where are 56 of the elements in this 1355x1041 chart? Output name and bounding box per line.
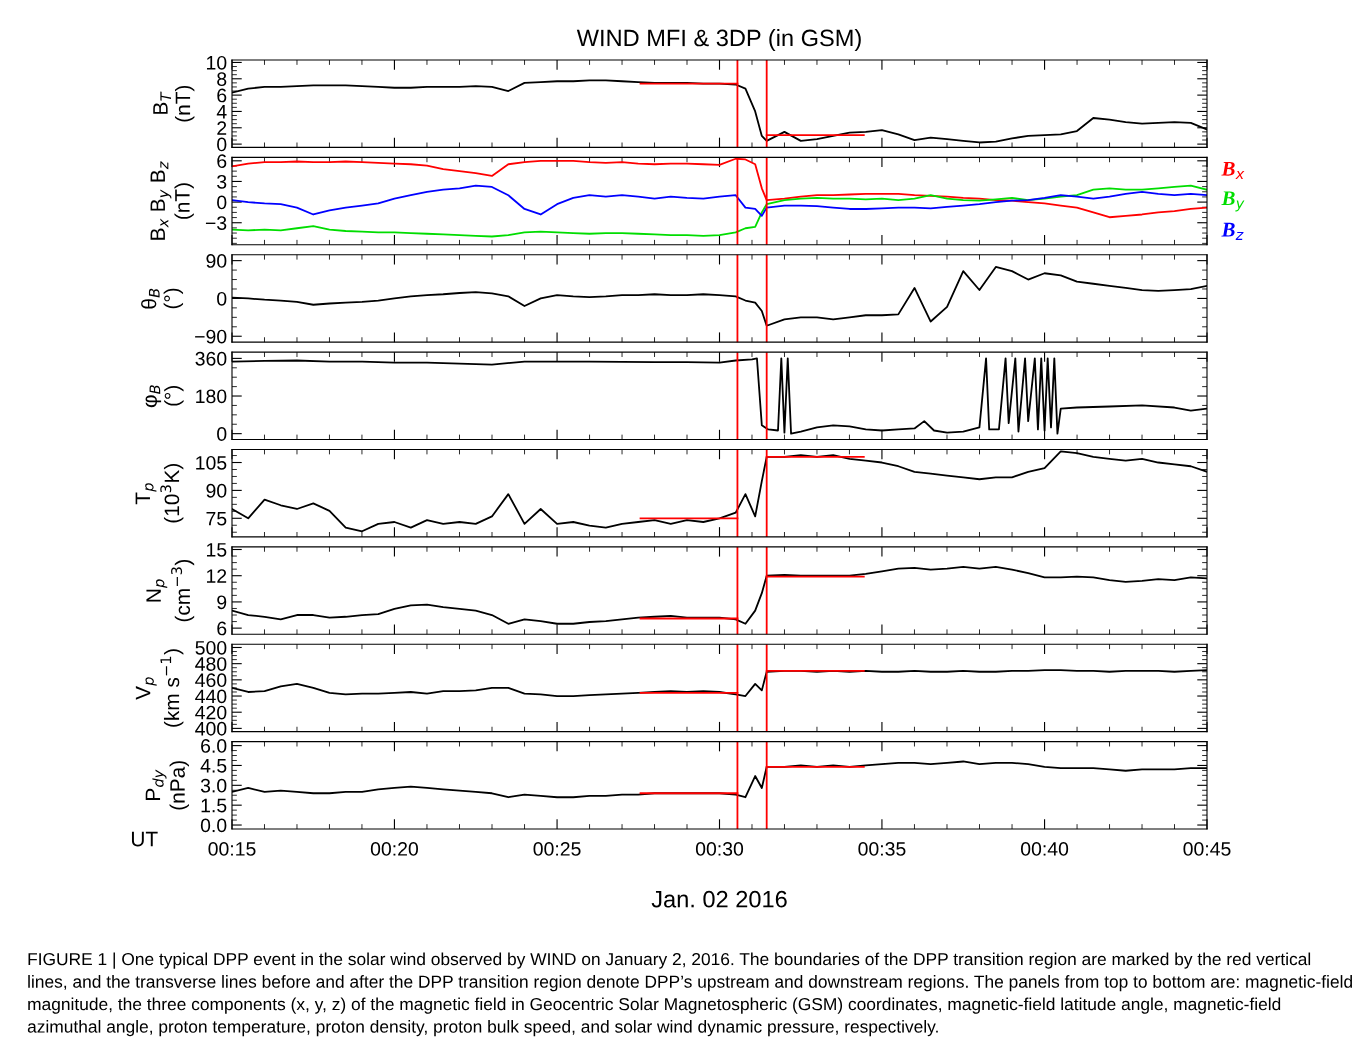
x-tick-label: 00:15 <box>208 842 256 856</box>
series-label: B$_{z}$ <box>1221 222 1244 240</box>
y-axis-title: θ$_{B}$ (°) <box>141 288 184 309</box>
y-axis-title: V$_{p}$ (km s$^{−1}$) <box>135 649 184 727</box>
y-axis-title: φ$_{B}$ (°) <box>145 385 184 408</box>
x-tick-label: 00:30 <box>695 842 744 856</box>
y-tick-label: 440 <box>195 689 227 704</box>
x-tick-label: 00:35 <box>858 842 906 856</box>
x-axis-title: Jan. 02 2016 <box>651 890 787 908</box>
x-tick-label: 00:40 <box>1021 842 1069 856</box>
y-tick-label: 4.5 <box>200 759 227 773</box>
y-tick-label: 500 <box>195 640 227 655</box>
x-tick-label: 00:25 <box>533 842 581 856</box>
y-tick-label: 105 <box>196 455 227 470</box>
chart-title: WIND MFI & 3DP (in GSM) <box>576 29 861 51</box>
y-tick-label: 360 <box>195 351 227 366</box>
y-tick-label: 180 <box>196 389 227 404</box>
y-tick-label: −90 <box>195 329 227 344</box>
y-tick-label: 4 <box>216 105 227 119</box>
series-label: B$_{y}$ <box>1221 191 1245 212</box>
y-tick-label: 3 <box>217 174 227 189</box>
y-tick-label: 0.0 <box>200 818 227 833</box>
y-tick-label: 3.0 <box>200 778 227 793</box>
y-tick-label: 420 <box>195 705 227 720</box>
text: UT <box>131 831 158 847</box>
y-tick-label: 2 <box>217 121 227 135</box>
y-axis-title: P$_{dy}$ (nPa) <box>145 761 189 810</box>
caption: FIGURE 1 | One typical DPP event in the solar wind observed by WIND on January 2, 2016. The boundaries of the DPP transition region are marked by the red vertical lines, and the transverse lines before and after the DPP transition region denote DPP’s upstream and downstream regions. The panels from top to bottom are: magnetic-field magnitude, the three components (x, y, z) of the magnetic field in Geocentric Solar Magnetospheric (GSM) coordinates, magnetic-field latitude angle, magnetic-field azimuthal angle, proton temperature, proton density, proton bulk speed, and solar wind dynamic pressure, respectively. <box>27 952 1352 1037</box>
y-tick-label: 0 <box>217 137 227 152</box>
x-tick-label: 00:20 <box>370 842 419 856</box>
y-tick-label: 15 <box>207 543 227 557</box>
y-tick-label: 9 <box>217 595 227 610</box>
y-tick-label: 460 <box>195 673 227 688</box>
y-tick-label: 0 <box>217 195 227 210</box>
y-tick-label: 12 <box>207 569 227 583</box>
y-axis-title: B$_{T}$ (nT) <box>153 85 195 122</box>
y-tick-label: 6 <box>217 154 227 169</box>
y-tick-label: 0 <box>217 291 227 306</box>
y-tick-label: 90 <box>206 483 227 498</box>
y-tick-label: 1.5 <box>201 798 227 813</box>
y-axis-title: T$_{p}$ (10$^{3}$K) <box>135 464 184 523</box>
y-tick-label: 6 <box>217 88 227 103</box>
y-tick-label: 6.0 <box>201 739 227 753</box>
y-tick-label: −3 <box>205 216 227 230</box>
y-tick-label: 400 <box>195 721 227 736</box>
x-tick-label: 00:45 <box>1183 842 1231 856</box>
y-axis-title: N$_{p}$ (cm$^{−3}$) <box>146 559 195 622</box>
y-axis-title: B$_{x}$ B$_{y}$ B$_{z}$ (nT) <box>150 161 194 240</box>
y-tick-label: 75 <box>206 511 227 526</box>
y-tick-label: 480 <box>195 657 227 671</box>
y-tick-label: 10 <box>207 55 227 70</box>
y-tick-label: 90 <box>206 254 227 268</box>
y-tick-label: 6 <box>217 621 227 636</box>
y-tick-label: 0 <box>217 427 227 441</box>
series-label: B$_{x}$ <box>1221 161 1245 179</box>
y-tick-label: 8 <box>217 72 227 87</box>
